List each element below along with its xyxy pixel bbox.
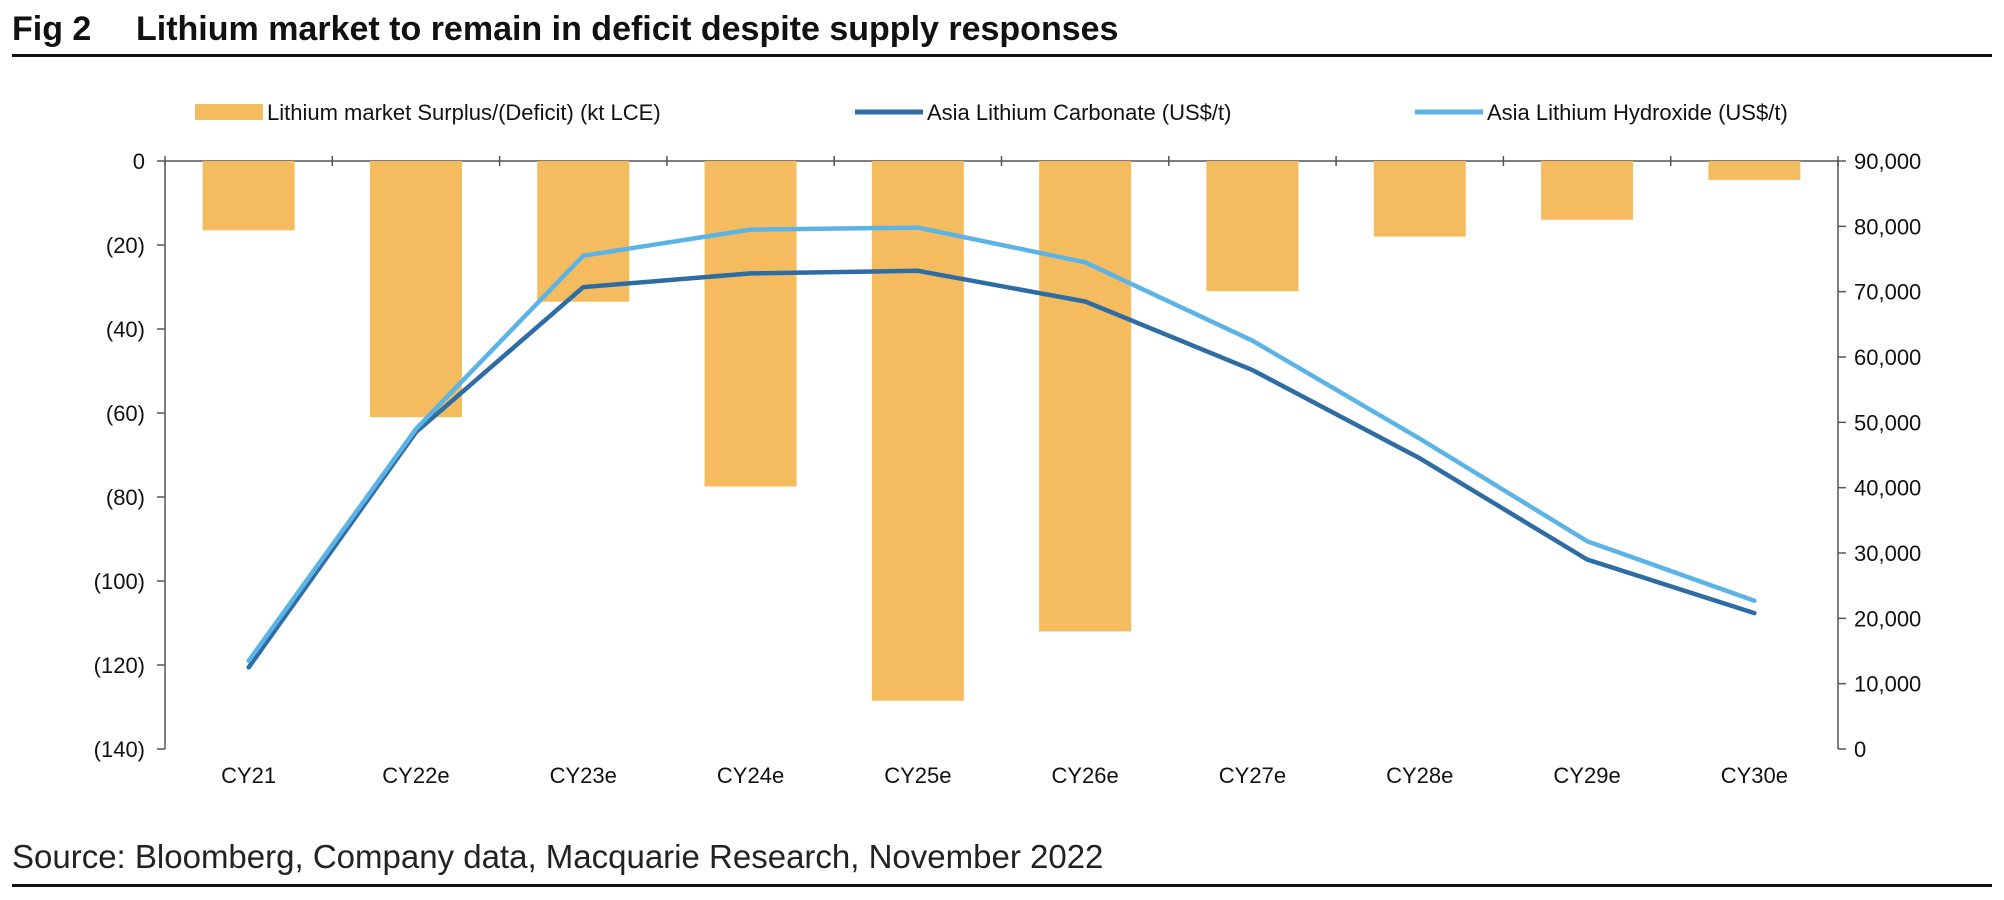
left-tick-label: (80)	[106, 485, 145, 510]
figure-label: Fig 2	[12, 10, 92, 48]
legend-label: Asia Lithium Carbonate (US$/t)	[927, 100, 1231, 125]
x-tick-label: CY26e	[1052, 763, 1119, 788]
right-tick-label: 30,000	[1854, 541, 1921, 566]
bar-CY21	[202, 161, 295, 231]
right-tick-label: 10,000	[1854, 672, 1921, 697]
axes: CY21 CY22e CY23e CY24e CY25e CY26e CY27e CY28e C…	[94, 149, 1922, 788]
left-tick-label: (20)	[106, 233, 145, 258]
figure-title: Lithium market to remain in deficit desp…	[136, 10, 1119, 48]
line-series	[246, 225, 1757, 670]
x-tick-label: CY21	[221, 763, 276, 788]
right-tick-label: 0	[1854, 737, 1866, 762]
x-tick-label: CY27e	[1219, 763, 1286, 788]
legend-label: Lithium market Surplus/(Deficit) (kt LCE…	[267, 100, 661, 125]
legend: Lithium market Surplus/(Deficit) (kt LCE…	[195, 100, 1788, 125]
figure-header: Fig 2 Lithium market to remain in defici…	[12, 6, 1992, 52]
bar-CY25e	[871, 161, 964, 701]
x-tick-label: CY30e	[1721, 763, 1788, 788]
right-tick-label: 70,000	[1854, 280, 1921, 305]
right-tick-label: 60,000	[1854, 345, 1921, 370]
left-tick-label: (120)	[94, 653, 145, 678]
bar-CY27e	[1206, 161, 1299, 292]
right-tick-label: 80,000	[1854, 214, 1921, 239]
hydroxide-line	[246, 225, 1757, 664]
bar-series	[202, 161, 1801, 701]
left-tick-label: (100)	[94, 569, 145, 594]
x-tick-label: CY28e	[1386, 763, 1453, 788]
right-tick-label: 90,000	[1854, 149, 1921, 174]
right-tick-label: 20,000	[1854, 606, 1921, 631]
left-tick-label: (40)	[106, 317, 145, 342]
carbonate-line	[246, 268, 1757, 670]
x-tick-label: CY23e	[550, 763, 617, 788]
bar-CY30e	[1708, 161, 1801, 180]
x-tick-label: CY29e	[1553, 763, 1620, 788]
bar-CY28e	[1373, 161, 1466, 237]
bar-CY26e	[1039, 161, 1132, 632]
chart: Lithium market Surplus/(Deficit) (kt LCE…	[94, 100, 1922, 788]
legend-bar-swatch	[195, 104, 263, 120]
bottom-rule	[12, 884, 1992, 887]
right-tick-label: 40,000	[1854, 476, 1921, 501]
legend-label: Asia Lithium Hydroxide (US$/t)	[1487, 100, 1788, 125]
left-tick-label: (60)	[106, 401, 145, 426]
x-tick-label: CY22e	[382, 763, 449, 788]
right-tick-label: 50,000	[1854, 410, 1921, 435]
left-tick-label: 0	[133, 149, 145, 174]
bar-CY24e	[704, 161, 797, 487]
bar-CY23e	[537, 161, 630, 302]
x-tick-label: CY25e	[884, 763, 951, 788]
bar-CY22e	[369, 161, 462, 418]
bar-CY29e	[1541, 161, 1634, 220]
x-tick-label: CY24e	[717, 763, 784, 788]
top-rule	[12, 54, 1992, 57]
source-note: Source: Bloomberg, Company data, Macquar…	[12, 838, 1104, 875]
left-tick-label: (140)	[94, 737, 145, 762]
